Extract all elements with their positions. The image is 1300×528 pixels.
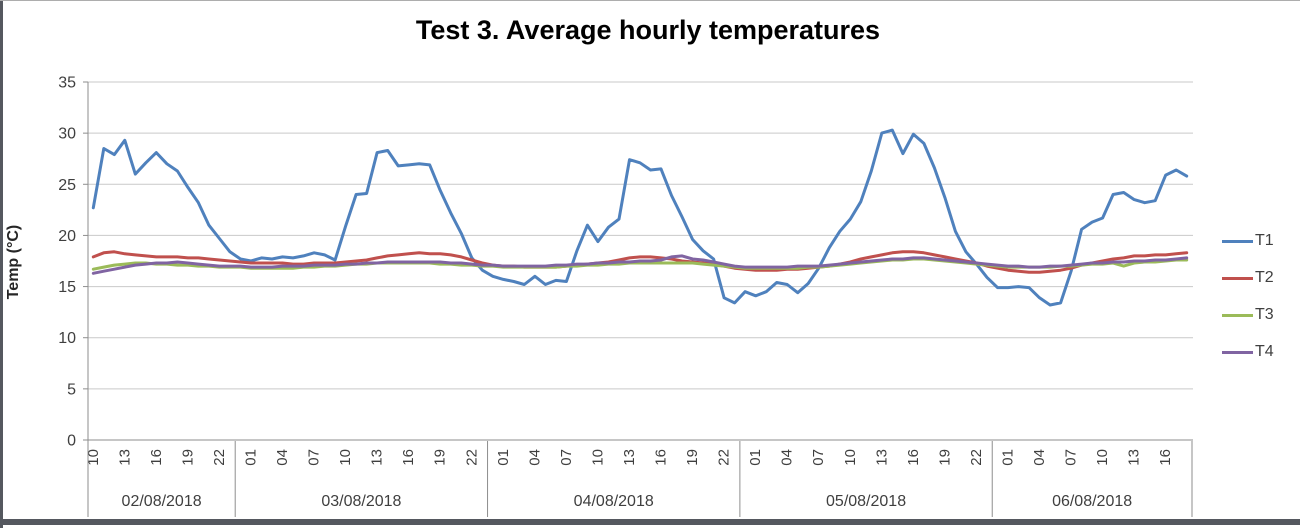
x-hour-label: 01 — [242, 449, 259, 466]
x-hour-label: 13 — [369, 449, 386, 466]
legend-label-t2: T2 — [1255, 269, 1274, 286]
x-date-label-2: 04/08/2018 — [574, 493, 654, 510]
x-hour-label: 07 — [558, 449, 575, 466]
y-tick-label-5: 5 — [67, 381, 76, 398]
x-hour-label: 07 — [810, 449, 827, 466]
x-hour-label: 10 — [589, 449, 606, 466]
x-hour-label: 04 — [526, 449, 543, 466]
x-hour-label: 01 — [747, 449, 764, 466]
x-hour-label: 07 — [306, 449, 323, 466]
legend-item-t3: T3 — [1222, 303, 1274, 327]
series-line-T2 — [91, 250, 1189, 274]
legend-item-t1: T1 — [1222, 229, 1274, 253]
x-hour-label: 16 — [400, 449, 417, 466]
series-line-T1 — [91, 128, 1189, 307]
x-hour-label: 13 — [621, 449, 638, 466]
x-hour-label: 10 — [337, 449, 354, 466]
x-hour-label: 13 — [873, 449, 890, 466]
y-tick-label-20: 20 — [58, 228, 76, 245]
legend-swatch-t1-line — [1222, 239, 1253, 243]
legend-swatch-t3-line — [1222, 313, 1253, 317]
y-tick-label-15: 15 — [58, 279, 76, 296]
x-hour-label: 04 — [779, 449, 796, 466]
x-hour-label: 22 — [968, 449, 985, 466]
x-date-label-1: 03/08/2018 — [321, 493, 401, 510]
x-hour-label: 19 — [179, 449, 196, 466]
x-hour-label: 01 — [495, 449, 512, 466]
x-hour-label: 04 — [274, 449, 291, 466]
legend-label-t3: T3 — [1255, 306, 1274, 323]
legend-item-t2: T2 — [1222, 266, 1274, 290]
x-hour-label: 16 — [905, 449, 922, 466]
chart-title: Test 3. Average hourly temperatures — [415, 15, 881, 45]
y-tick-label-30: 30 — [58, 126, 76, 143]
legend-item-t4: T4 — [1222, 340, 1274, 364]
legend-swatch-t2-line — [1222, 276, 1253, 280]
x-hour-label: 22 — [716, 449, 733, 466]
x-hour-label: 22 — [463, 449, 480, 466]
x-hour-label: 13 — [116, 449, 133, 466]
x-date-label-3: 05/08/2018 — [826, 493, 906, 510]
y-tick-label-25: 25 — [58, 177, 76, 194]
legend-swatch-t4-line — [1222, 350, 1253, 354]
x-hour-label: 19 — [684, 449, 701, 466]
x-hour-label: 07 — [1063, 449, 1080, 466]
x-hour-label: 10 — [842, 449, 859, 466]
y-tick-label-0: 0 — [67, 433, 76, 450]
x-hour-label: 16 — [1157, 449, 1174, 466]
x-hour-label: 13 — [1126, 449, 1143, 466]
x-date-label-0: 02/08/2018 — [122, 493, 202, 510]
legend-label-t1: T1 — [1255, 232, 1274, 249]
y-tick-label-10: 10 — [58, 330, 76, 347]
x-date-label-4: 06/08/2018 — [1052, 493, 1132, 510]
x-hour-label: 19 — [936, 449, 953, 466]
x-hour-label: 04 — [1031, 449, 1048, 466]
window-bottom-edge — [0, 519, 1300, 525]
window-left-edge — [0, 1, 3, 528]
x-hour-label: 10 — [1094, 449, 1111, 466]
x-hour-label: 19 — [432, 449, 449, 466]
legend: T1 T2 T3 T4 — [1222, 229, 1274, 377]
x-hour-label: 10 — [85, 449, 102, 466]
y-tick-label-35: 35 — [58, 75, 76, 92]
x-hour-label: 22 — [211, 449, 228, 466]
x-hour-label: 01 — [1000, 449, 1017, 466]
legend-label-t4: T4 — [1255, 343, 1274, 360]
series-line-T4 — [91, 254, 1189, 275]
x-hour-label: 16 — [148, 449, 165, 466]
x-hour-label: 16 — [653, 449, 670, 466]
